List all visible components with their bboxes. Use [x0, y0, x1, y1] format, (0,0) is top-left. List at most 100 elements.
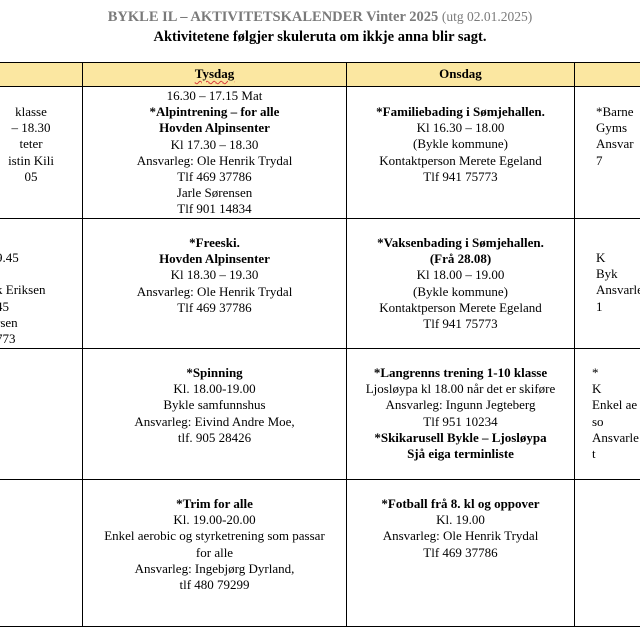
- cell-line: Enkel ae: [592, 397, 638, 413]
- cell-line: Jarle Sørensen: [176, 185, 253, 201]
- cell-line: Ljosløypa kl 18.00 når det er skiføre: [365, 381, 556, 397]
- tysdag-row4-cell: *Trim for alle Kl. 19.00-20.00 Enkel aerob…: [83, 496, 346, 593]
- cell-line: klasse: [15, 104, 47, 119]
- cell-line: Hovden Alpinsenter: [159, 251, 270, 267]
- cell-line: Gyms: [596, 120, 628, 136]
- cell-line: Kontaktperson Merete Egeland: [379, 152, 542, 168]
- table-border: [82, 62, 83, 627]
- tysdag-row3-cell: *Spinning Kl. 18.00-19.00 Bykle samfunnshu…: [83, 365, 346, 446]
- cell-line: Kl. 18.00-19.00: [173, 381, 256, 397]
- cell-line: Tlf 469 37786: [177, 299, 252, 315]
- cell-line: 1: [596, 298, 603, 314]
- cell-line: *Langrenns trening 1-10 klasse: [373, 365, 548, 380]
- cell-line: Ansvarleg: Ole Henrik Trydal: [382, 528, 539, 544]
- cell-line: Kl 18.30 – 19.30: [170, 267, 259, 283]
- cell-line: (Bykle kommune): [413, 283, 508, 299]
- cell-line: Byk: [596, 266, 618, 282]
- cell-line: tlf. 905 28426: [177, 429, 252, 445]
- table-border: [346, 62, 347, 627]
- table-border: [0, 348, 640, 349]
- cell-line: Tlf 469 37786: [177, 169, 252, 185]
- cell-line: teter: [19, 136, 43, 152]
- onsdag-row4-cell: *Fotball frå 8. kl og oppover Kl. 19.00 An…: [347, 496, 574, 561]
- cell-line: k Eriksen: [0, 282, 46, 298]
- cell-line: *Skikarusell Bykle – Ljosløypa: [374, 429, 547, 445]
- title-note: (utg 02.01.2025): [441, 9, 533, 24]
- cell-line: 9.45: [0, 250, 19, 265]
- thursday-row1-cell: *Barne Gyms Ansvar 7: [596, 104, 640, 169]
- cell-line: *Barne: [596, 104, 634, 119]
- cell-line: 05: [24, 168, 38, 184]
- cell-line: Ansvarleg: Ingebjørg Dyrland,: [134, 560, 295, 576]
- header-tysdag: Tysdag: [194, 66, 235, 81]
- cell-line: 16.30 – 17.15 Mat: [166, 88, 263, 103]
- cell-line: *Spinning: [186, 365, 243, 380]
- onsdag-row3-cell: *Langrenns trening 1-10 klasse Ljosløypa …: [347, 365, 574, 462]
- table-border: [0, 626, 640, 627]
- cell-line: 45: [0, 298, 9, 314]
- cell-line: *Vaksenbading i Sømjehallen.: [377, 235, 544, 250]
- cell-line: Kontaktperson Merete Egeland: [379, 299, 542, 315]
- table-border: [0, 218, 640, 219]
- table-border: [0, 62, 640, 63]
- table-border: [0, 86, 640, 87]
- onsdag-row1-cell: *Familiebading i Sømjehallen. Kl 16.30 – …: [347, 104, 574, 185]
- cell-line: Kl 17.30 – 18.30: [170, 136, 259, 152]
- cell-line: Ansvarleg: Eivind Andre Moe,: [134, 413, 295, 429]
- cell-line: *Fotball frå 8. kl og oppover: [381, 496, 540, 511]
- thursday-row3-cell: * K Enkel ae so Ansvarle t: [592, 365, 640, 462]
- cell-line: *Freeski.: [189, 235, 240, 250]
- cell-line: Ansvarleg: Ingunn Jegteberg: [385, 397, 536, 413]
- cell-line: Kl. 19.00-20.00: [173, 512, 256, 528]
- cell-line: Tlf 941 75773: [423, 168, 498, 184]
- onsdag-row2-cell: *Vaksenbading i Sømjehallen. (Frå 28.08) K…: [347, 235, 574, 332]
- cell-line: *Trim for alle: [176, 496, 253, 511]
- cell-line: rsen: [0, 314, 18, 330]
- cell-line: (Bykle kommune): [413, 136, 508, 152]
- title-text: BYKLE IL – AKTIVITETSKALENDER Vinter 202…: [107, 9, 439, 25]
- cell-line: Tlf 951 10234: [423, 413, 498, 429]
- cell-line: Tlf 941 75773: [423, 316, 498, 332]
- cell-line: Ansvarleg: Ole Henrik Trydal: [136, 283, 293, 299]
- cell-line: Ansvarle: [596, 282, 640, 298]
- cell-line: K: [592, 381, 602, 397]
- cell-line: Tlf 901 14834: [177, 201, 252, 217]
- cell-line: Enkel aerobic og styrketrening som passa…: [104, 528, 325, 544]
- cell-line: Ansvarleg: Ole Henrik Trydal: [136, 152, 293, 168]
- table-border: [574, 62, 575, 627]
- header-onsdag: Onsdag: [439, 66, 482, 81]
- cell-line: Kl 16.30 – 18.00: [416, 120, 505, 136]
- cell-line: tlf 480 79299: [179, 577, 250, 593]
- document-title: BYKLE IL – AKTIVITETSKALENDER Vinter 202…: [0, 9, 640, 26]
- tysdag-row1-cell: 16.30 – 17.15 Mat *Alpintrening – for all…: [83, 88, 346, 218]
- cell-line: (Frå 28.08): [429, 251, 492, 267]
- cell-line: [0, 266, 78, 282]
- monday-row2-cell: 9.45 k Eriksen45rsen773: [0, 250, 78, 347]
- document-subtitle: Aktivitetene følgjer skuleruta om ikkje …: [153, 29, 487, 45]
- cell-line: *: [592, 365, 599, 380]
- header-row-background: [0, 63, 640, 86]
- cell-line: Sjå eiga terminliste: [407, 446, 514, 462]
- cell-line: Ansvarle: [592, 429, 639, 445]
- cell-line: Tlf 469 37786: [423, 544, 498, 560]
- cell-line: – 18.30: [11, 120, 51, 136]
- cell-line: Ansvar: [596, 136, 634, 152]
- cell-line: *Familiebading i Sømjehallen.: [376, 104, 545, 119]
- cell-line: Kl 18.00 – 19.00: [416, 267, 505, 283]
- cell-line: 7: [596, 152, 603, 168]
- cell-line: Bykle samfunnshus: [163, 397, 266, 413]
- cell-line: Kl. 19.00: [436, 512, 485, 528]
- monday-row1-cell: klasse – 18.30 teter istin Kili 05: [0, 104, 70, 185]
- cell-line: Hovden Alpinsenter: [159, 120, 270, 136]
- cell-line: for alle: [195, 544, 234, 560]
- cell-line: istin Kili: [8, 152, 54, 168]
- cell-line: so: [592, 413, 604, 429]
- cell-line: t: [592, 446, 596, 462]
- cell-line: *Alpintrening – for alle: [149, 104, 280, 120]
- cell-line: 773: [0, 331, 16, 347]
- cell-line: K: [596, 250, 606, 265]
- table-border: [0, 479, 640, 480]
- tysdag-row2-cell: *Freeski. Hovden Alpinsenter Kl 18.30 – 19…: [83, 235, 346, 316]
- thursday-row2-cell: K Byk Ansvarle 1: [596, 250, 640, 315]
